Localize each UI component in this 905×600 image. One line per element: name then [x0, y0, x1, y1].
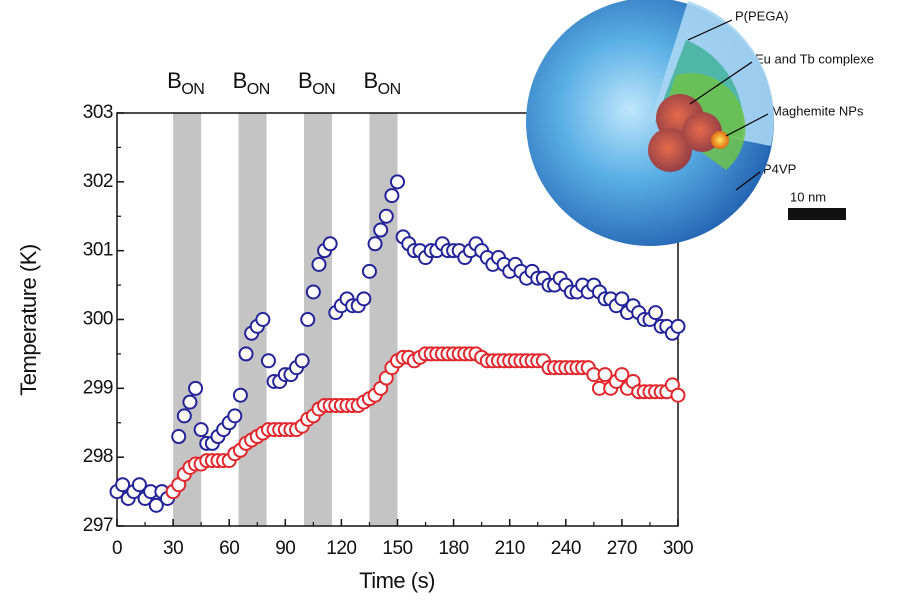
data-point: [322, 236, 338, 252]
data-point: [294, 353, 310, 369]
maghemite-core: [711, 131, 729, 149]
data-point: [648, 305, 664, 321]
y-tick-label: 302: [83, 171, 113, 192]
band-label: BON: [298, 68, 335, 98]
data-point: [232, 387, 248, 403]
y-tick-label: 303: [83, 102, 113, 123]
y-axis-title: Temperature (K): [16, 244, 41, 395]
data-point: [171, 429, 187, 445]
data-point: [373, 222, 389, 238]
x-tick-label: 300: [663, 538, 693, 559]
data-point: [384, 188, 400, 204]
scale-bar-label: 10 nm: [790, 189, 826, 204]
data-point: [182, 394, 198, 410]
data-point: [614, 291, 630, 307]
band-label: BON: [363, 68, 400, 98]
inset-label: Maghemite NPs: [771, 103, 864, 118]
leader-lines: [687, 19, 769, 191]
band-label-sub: ON: [312, 81, 335, 98]
data-point: [115, 477, 131, 493]
x-tick-label: 90: [275, 538, 295, 559]
data-point: [176, 408, 192, 424]
inset-illustration: [526, 0, 846, 246]
data-point: [193, 422, 209, 438]
data-point: [670, 318, 686, 334]
y-tick-label: 301: [83, 240, 113, 261]
inset-label: Eu and Tb complexe: [755, 51, 874, 66]
y-tick-label: 298: [83, 446, 113, 467]
scale-bar: [788, 208, 846, 220]
band-label-sub: ON: [378, 81, 401, 98]
band-label-main: B: [233, 68, 247, 93]
data-point: [227, 408, 243, 424]
data-point: [238, 346, 254, 362]
x-tick-label: 60: [219, 538, 239, 559]
band-label-main: B: [363, 68, 377, 93]
data-point: [378, 208, 394, 224]
inset-label: P4VP: [763, 161, 796, 176]
data-point: [597, 367, 613, 383]
inset-label: P(PEGA): [735, 8, 788, 23]
complex-blob: [648, 128, 692, 172]
y-tick-label: 297: [83, 515, 113, 536]
band-label-main: B: [167, 68, 181, 93]
data-point: [188, 380, 204, 396]
data-point: [367, 236, 383, 252]
data-point: [131, 477, 147, 493]
band-label-main: B: [298, 68, 312, 93]
x-tick-label: 150: [382, 538, 412, 559]
data-point: [311, 256, 327, 272]
band-label-sub: ON: [247, 81, 270, 98]
data-point: [356, 291, 372, 307]
data-point: [390, 174, 405, 190]
x-tick-label: 180: [438, 538, 468, 559]
data-point: [260, 353, 276, 369]
x-tick-label: 240: [551, 538, 581, 559]
x-axis-title: Time (s): [359, 568, 435, 593]
band-label: BON: [233, 68, 270, 98]
y-tick-label: 299: [83, 377, 113, 398]
data-point: [305, 284, 321, 300]
data-point: [255, 312, 271, 327]
y-tick-label: 300: [83, 309, 113, 330]
data-point: [300, 312, 316, 327]
x-tick-label: 0: [112, 538, 122, 559]
data-point: [148, 497, 164, 513]
data-point: [614, 367, 630, 383]
x-tick-label: 210: [495, 538, 525, 559]
x-tick-label: 270: [607, 538, 637, 559]
x-tick-label: 30: [163, 538, 183, 559]
data-point: [670, 387, 686, 403]
field-on-band: [369, 113, 398, 526]
data-point: [361, 263, 377, 279]
x-tick-label: 120: [326, 538, 356, 559]
band-label-sub: ON: [181, 81, 204, 98]
band-label: BON: [167, 68, 204, 98]
